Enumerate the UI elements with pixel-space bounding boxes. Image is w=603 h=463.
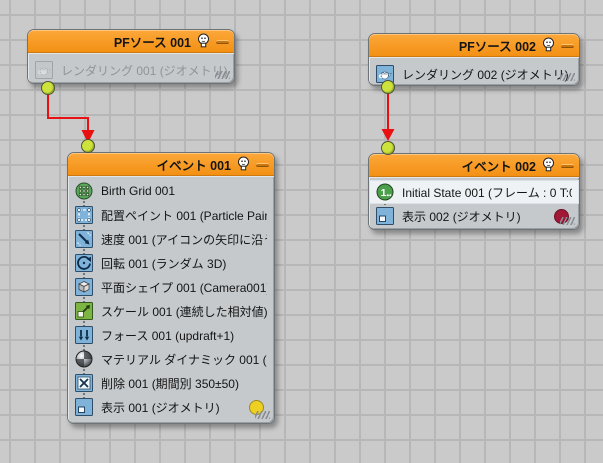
operator-label: 回転 001 (ランダム 3D) (101, 256, 227, 271)
operator-row[interactable]: 平面シェイプ 001 (Camera001) (68, 275, 274, 299)
operator-label: 表示 001 (ジオメトリ) (101, 400, 220, 415)
operator-label: レンダリング 001 (ジオメトリ) (61, 63, 227, 78)
operator-stack-spine (83, 186, 85, 411)
operator-row[interactable]: Birth Grid 001 (68, 179, 274, 203)
node-title: PFソース 001 (113, 36, 191, 50)
wire-arrowhead (381, 129, 395, 141)
operator-row[interactable]: 1 Initial State 001 (フレーム : 0 T:0) (369, 180, 579, 204)
operator-row[interactable]: 速度 001 (アイコンの矢印に沿う) (68, 227, 274, 251)
node-title: イベント 001 (156, 159, 231, 173)
svg-text:1: 1 (381, 187, 387, 199)
node-titlebar[interactable]: PFソース 001 (28, 30, 234, 53)
node-pf-source-001[interactable]: PFソース 001 レンダリング 001 (ジオメトリ) (27, 29, 235, 84)
node-event-001[interactable]: イベント 001 Birth Grid 001 配置ペイント 001 (Part… (67, 152, 275, 424)
force-icon (75, 326, 93, 344)
collapse-button[interactable] (561, 43, 574, 48)
node-titlebar[interactable]: イベント 002 (369, 154, 579, 177)
operator-label: 配置ペイント 001 (Particle Paint ... (101, 208, 267, 223)
resize-grip[interactable] (560, 217, 575, 225)
lamp-icon[interactable] (236, 156, 251, 173)
lamp-icon[interactable] (541, 157, 556, 174)
display-icon (376, 207, 394, 225)
input-connector[interactable] (381, 141, 395, 155)
position-paint-icon (75, 206, 93, 224)
operator-label: 平面シェイプ 001 (Camera001) (101, 280, 267, 295)
node-title: PFソース 002 (458, 40, 536, 54)
operator-row[interactable]: レンダリング 002 (ジオメトリ) (369, 60, 579, 85)
operator-label: 速度 001 (アイコンの矢印に沿う) (101, 232, 267, 247)
collapse-button[interactable] (216, 39, 229, 44)
collapse-button[interactable] (256, 162, 269, 167)
collapse-button[interactable] (561, 163, 574, 168)
node-titlebar[interactable]: イベント 001 (68, 153, 274, 176)
operator-row[interactable]: マテリアル ダイナミック 001 (smoke) (68, 347, 274, 371)
operator-label: マテリアル ダイナミック 001 (smoke) (101, 352, 267, 367)
operator-row[interactable]: 回転 001 (ランダム 3D) (68, 251, 274, 275)
lamp-icon[interactable] (541, 37, 556, 54)
operator-label: Birth Grid 001 (101, 184, 176, 198)
speed-icon (75, 230, 93, 248)
node-event-002[interactable]: イベント 002 1 Initial State 001 (フレーム : 0 T… (368, 153, 580, 230)
resize-grip[interactable] (560, 73, 575, 81)
operator-label: スケール 001 (連続した相対値) (101, 304, 267, 319)
material-dynamic-icon (75, 350, 93, 368)
operator-row[interactable]: スケール 001 (連続した相対値) (68, 299, 274, 323)
output-connector[interactable] (381, 80, 395, 94)
operator-row[interactable]: 表示 001 (ジオメトリ) (68, 395, 274, 419)
initial-state-icon: 1 (376, 183, 394, 201)
display-icon (75, 398, 93, 416)
operator-row[interactable]: フォース 001 (updraft+1) (68, 323, 274, 347)
rotation-icon (75, 254, 93, 272)
render-teapot-icon (35, 61, 53, 79)
delete-icon (75, 374, 93, 392)
input-connector[interactable] (81, 139, 95, 153)
operator-label: Initial State 001 (フレーム : 0 T:0) (402, 185, 572, 200)
node-title: イベント 002 (461, 160, 536, 174)
wire[interactable] (47, 88, 89, 131)
operator-row[interactable]: 削除 001 (期間別 350±50) (68, 371, 274, 395)
operator-row[interactable]: 表示 002 (ジオメトリ) (369, 204, 579, 228)
operator-row[interactable]: 配置ペイント 001 (Particle Paint ... (68, 203, 274, 227)
node-pf-source-002[interactable]: PFソース 002 レンダリング 002 (ジオメトリ) (368, 33, 580, 86)
resize-grip[interactable] (215, 71, 230, 79)
node-titlebar[interactable]: PFソース 002 (369, 34, 579, 57)
resize-grip[interactable] (255, 411, 270, 419)
operator-label: 表示 002 (ジオメトリ) (402, 209, 521, 224)
operator-label: 削除 001 (期間別 350±50) (101, 376, 239, 391)
lamp-icon[interactable] (196, 33, 211, 50)
output-connector[interactable] (41, 81, 55, 95)
operator-label: フォース 001 (updraft+1) (101, 328, 235, 343)
shape-facing-icon (75, 278, 93, 296)
birth-grid-icon (75, 182, 93, 200)
operator-row[interactable]: レンダリング 001 (ジオメトリ) (28, 56, 234, 83)
scale-icon (75, 302, 93, 320)
operator-label: レンダリング 002 (ジオメトリ) (402, 67, 569, 82)
